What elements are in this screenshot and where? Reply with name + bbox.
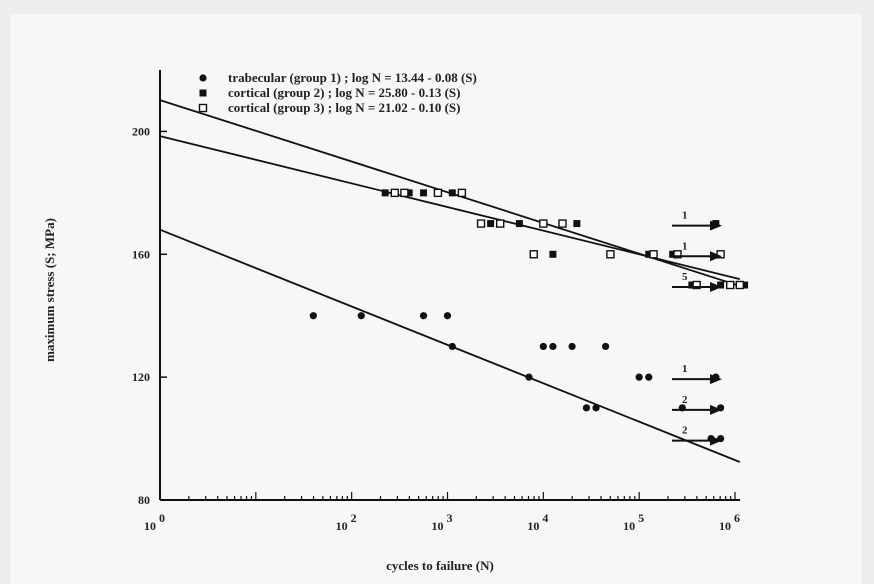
fit-lines	[159, 99, 741, 463]
data-point-group-1	[645, 373, 653, 381]
data-point-group-3	[673, 250, 682, 259]
data-point-group-1	[592, 404, 600, 412]
data-point-group-2	[487, 220, 495, 228]
data-point-group-3	[735, 280, 744, 290]
runout-arrowhead	[710, 404, 722, 415]
data-point-group-1	[602, 342, 610, 351]
data-point-group-3	[558, 219, 567, 228]
legend: trabecular (group 1) ; log N = 13.44 - 0…	[198, 70, 477, 115]
data-point-group-3	[457, 188, 467, 198]
y-tick-label: 80	[138, 493, 150, 507]
legend-marker-2	[199, 89, 207, 97]
chart-frame	[10, 14, 862, 584]
runout-count: 1	[682, 210, 688, 222]
data-point-group-3	[529, 250, 538, 259]
runout-count: 1	[682, 363, 688, 375]
data-point-group-1	[582, 404, 591, 412]
x-tick-label: 10	[336, 519, 348, 533]
data-point-group-2	[448, 189, 456, 197]
data-point-group-1	[443, 312, 452, 320]
runout-arrowhead	[710, 220, 722, 231]
data-point-group-3	[726, 280, 735, 290]
x-tick-exponent: 3	[447, 511, 453, 525]
legend-marker-3	[198, 103, 208, 113]
y-axis-label: maximum stress (S; MPa)	[42, 218, 57, 362]
data-point-group-3	[390, 188, 399, 198]
x-tick-label: 10	[719, 519, 731, 533]
data-point-group-2	[405, 189, 413, 197]
data-point-group-2	[688, 281, 696, 289]
x-axis-label: cycles to failure (N)	[386, 558, 494, 573]
runout-count: 5	[682, 271, 688, 283]
x-tick-exponent: 4	[542, 511, 548, 525]
x-tick-label: 10	[527, 519, 539, 533]
runout-count: 2	[682, 425, 688, 437]
x-tick-label: 10	[432, 519, 444, 533]
x-tick-exponent: 2	[351, 511, 357, 525]
x-tick-exponent: 6	[734, 511, 740, 525]
runout-arrowhead	[710, 435, 722, 446]
y-tick-label: 200	[132, 124, 150, 138]
x-tick-exponent: 0	[159, 511, 165, 525]
runout-count: 2	[682, 394, 688, 406]
data-point-group-3	[692, 280, 701, 290]
data-point-group-2	[420, 189, 428, 197]
data-point-group-3	[539, 219, 548, 228]
data-point-group-1	[635, 373, 643, 381]
data-point-group-2	[573, 220, 581, 228]
runout-arrows: 1 1 5 1 2 2	[672, 210, 722, 446]
runout-arrowhead	[710, 282, 722, 292]
data-point-group-3	[649, 250, 658, 259]
data-point-group-2	[717, 281, 725, 289]
legend-entry-3: cortical (group 3) ; log N = 21.02 - 0.1…	[228, 100, 460, 115]
legend-entry-1: trabecular (group 1) ; log N = 13.44 - 0…	[228, 70, 477, 85]
x-tick-label: 10	[623, 519, 635, 533]
data-point-group-1	[309, 312, 317, 320]
data-point-group-3	[400, 188, 409, 198]
runout-arrowhead	[710, 374, 722, 385]
y-tick-label: 160	[132, 247, 150, 261]
data-point-group-1	[568, 342, 576, 351]
data-point-group-1	[448, 342, 456, 351]
data-point-group-2	[645, 250, 653, 258]
legend-entry-2: cortical (group 2) ; log N = 25.80 - 0.1…	[228, 85, 460, 100]
y-ticks: 80 120 160 200	[132, 124, 167, 507]
data-point-group-3	[476, 219, 486, 228]
data-point-group-3	[496, 219, 505, 228]
data-point-group-2	[381, 189, 389, 197]
data-point-group-1	[419, 312, 428, 320]
y-tick-label: 120	[132, 370, 150, 384]
data-point-group-2	[549, 250, 557, 258]
data-point-group-1	[525, 373, 533, 381]
runout-count: 1	[682, 240, 688, 252]
legend-marker-1	[199, 74, 207, 82]
data-point-group-2	[741, 281, 749, 289]
data-point-group-1	[549, 342, 557, 351]
x-tick-exponent: 5	[638, 511, 644, 525]
data-point-group-2	[515, 220, 523, 228]
data-point-group-3	[433, 188, 443, 198]
axes	[159, 70, 740, 501]
runout-arrowhead	[710, 251, 722, 262]
data-point-group-1	[357, 312, 365, 320]
x-tick-label: 10	[144, 519, 156, 533]
data-point-group-1	[539, 342, 547, 351]
data-point-group-2	[669, 250, 677, 258]
data-point-group-3	[606, 250, 615, 259]
